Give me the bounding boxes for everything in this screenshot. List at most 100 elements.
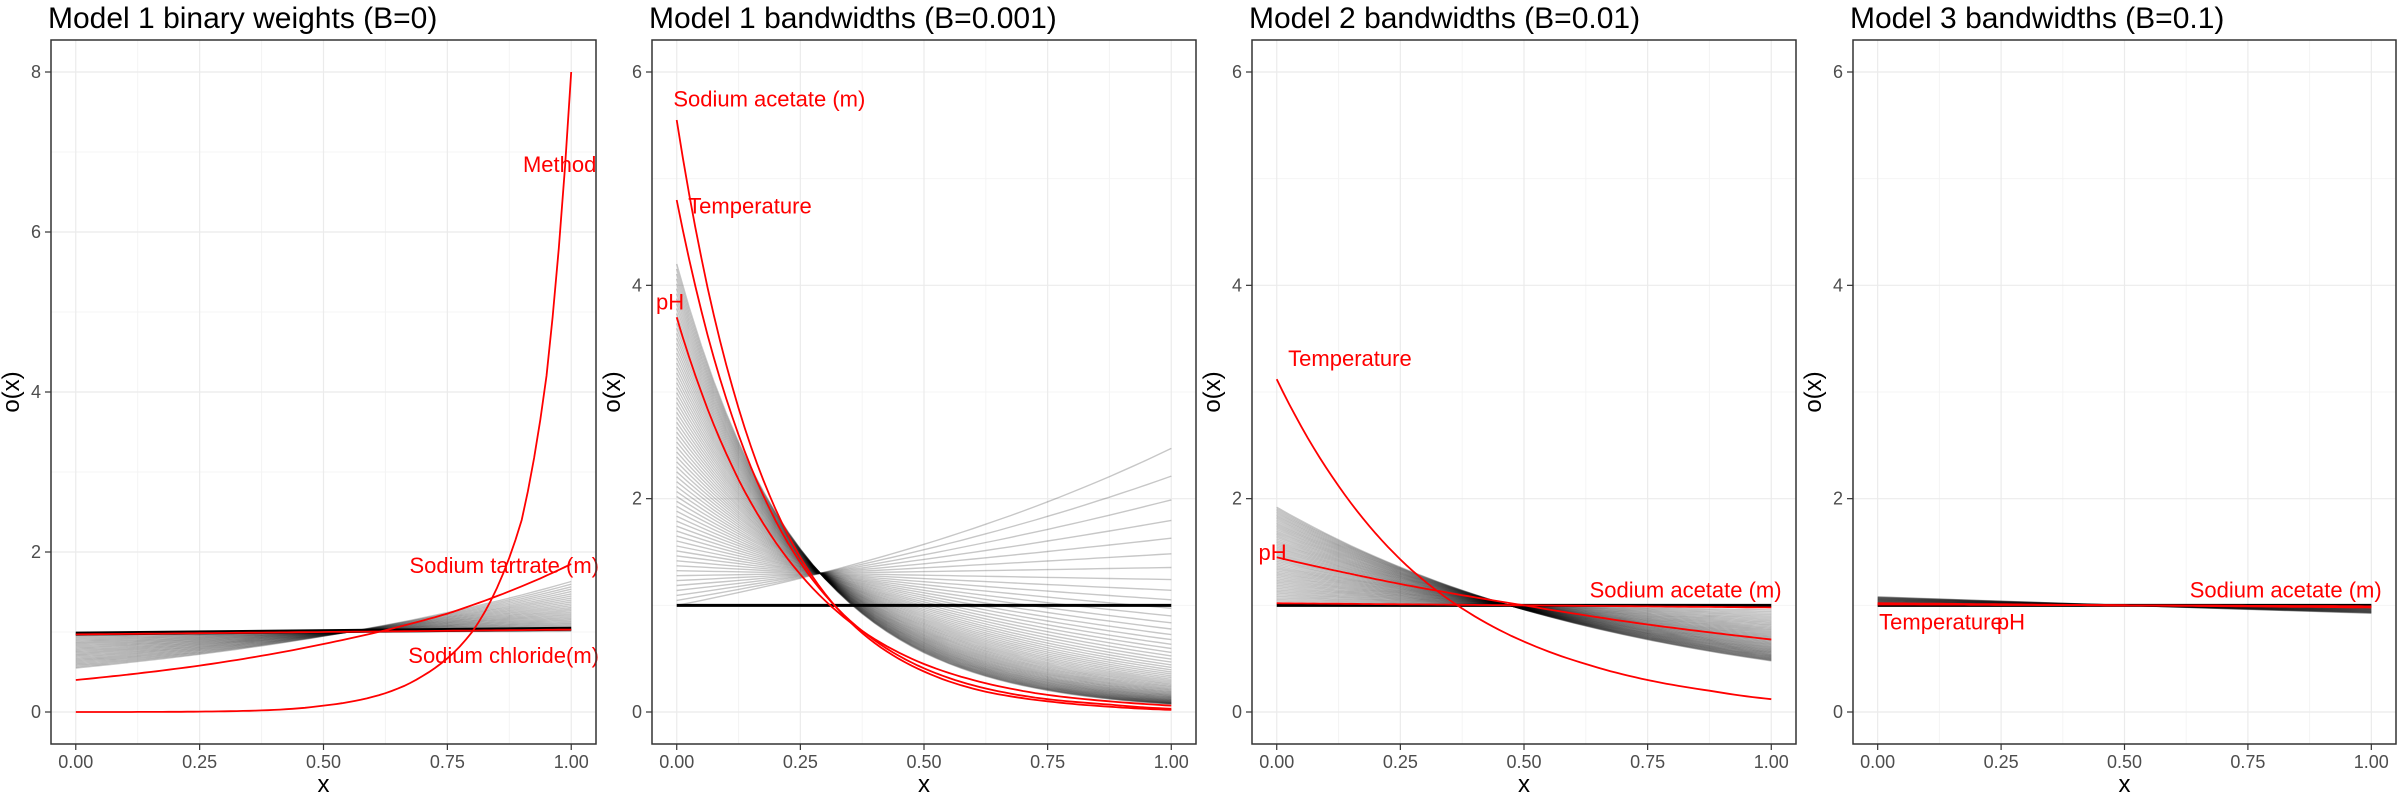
- y-tick-label: 0: [632, 702, 642, 722]
- annotation-label: Temperature: [1288, 346, 1412, 371]
- y-tick-label: 6: [1833, 62, 1843, 82]
- background-series-line: [75, 606, 572, 656]
- x-tick-label: 0.25: [1383, 752, 1418, 772]
- background-series-line: [1276, 551, 1772, 646]
- background-series-line: [676, 362, 1172, 699]
- background-series-line: [75, 611, 572, 652]
- background-series-line: [676, 392, 1172, 695]
- background-series-line: [676, 303, 1172, 703]
- background-series-line: [676, 382, 1172, 696]
- background-series-line: [676, 566, 1172, 577]
- background-series-line: [1276, 557, 1772, 643]
- background-series-line: [75, 597, 572, 661]
- highlight-series-line: [1276, 602, 1772, 609]
- highlight-series-line: [675, 199, 1172, 710]
- x-tick-label: 0.50: [1506, 752, 1541, 772]
- x-tick-label: 0.00: [659, 752, 694, 772]
- highlight-series-line: [1275, 378, 1772, 701]
- background-series-line: [676, 476, 1172, 675]
- background-series-line: [676, 535, 1172, 636]
- background-series-line: [1276, 559, 1772, 642]
- background-series-line: [75, 613, 572, 651]
- x-tick-label: 0.00: [1860, 752, 1895, 772]
- annotation-label: Method: [523, 152, 596, 177]
- x-tick-label: 0.00: [1259, 752, 1294, 772]
- background-series-line: [676, 323, 1172, 702]
- background-series-line: [1276, 530, 1772, 654]
- background-series-line: [1276, 509, 1772, 661]
- x-axis-title: x: [918, 771, 930, 798]
- background-series-line: [1276, 522, 1772, 657]
- background-series-line: [676, 555, 1172, 609]
- background-series-line: [1276, 539, 1772, 651]
- background-series-line: [676, 357, 1172, 699]
- background-series-line: [1276, 549, 1772, 646]
- background-series-line: [1276, 512, 1772, 660]
- background-series-line: [1276, 536, 1772, 652]
- background-series-line: [1276, 525, 1772, 656]
- background-series-line: [75, 593, 572, 663]
- background-series-line: [676, 288, 1172, 704]
- x-axis-title: x: [2119, 771, 2131, 798]
- background-series-line: [1276, 533, 1772, 653]
- background-series-line: [75, 608, 572, 654]
- background-series-line: [676, 263, 1172, 705]
- background-series-line: [1276, 517, 1772, 659]
- background-series-line: [1276, 516, 1772, 659]
- background-series-line: [1276, 546, 1772, 648]
- background-series-line: [676, 387, 1172, 696]
- x-axis-title: x: [1518, 771, 1530, 798]
- background-series-line: [676, 500, 1172, 663]
- x-tick-label: 0.25: [1984, 752, 2019, 772]
- x-tick-label: 0.50: [2107, 752, 2142, 772]
- background-series-line: [75, 599, 572, 660]
- y-axis-title: o(x): [599, 371, 626, 412]
- background-series-line: [676, 570, 1172, 581]
- x-tick-label: 0.25: [783, 752, 818, 772]
- background-series-line: [676, 471, 1172, 677]
- background-series-line: [676, 308, 1172, 703]
- background-series-line: [676, 475, 1172, 602]
- background-series-line: [1276, 571, 1772, 634]
- background-series-line: [1276, 541, 1772, 650]
- annotation-label: Temperature: [1879, 609, 2003, 634]
- background-series-line: [676, 519, 1172, 592]
- background-series-line: [1276, 574, 1772, 632]
- background-series-line: [676, 342, 1172, 701]
- background-series-line: [676, 540, 1172, 630]
- background-series-line: [676, 499, 1172, 597]
- background-series-line: [676, 495, 1172, 666]
- background-series-line: [676, 337, 1172, 701]
- background-series-line: [75, 601, 572, 659]
- background-series-line: [676, 367, 1172, 698]
- annotation-label: pH: [656, 289, 684, 314]
- background-series-line: [676, 560, 1172, 601]
- panel-title: Model 1 binary weights (B=0): [48, 2, 437, 35]
- y-axis-title: o(x): [1199, 371, 1226, 412]
- x-axis-title: x: [318, 771, 330, 798]
- annotation-label: Sodium chloride(m): [408, 643, 599, 668]
- background-series-line: [676, 421, 1172, 690]
- background-series-line: [676, 545, 1172, 624]
- background-series-line: [676, 352, 1172, 700]
- x-tick-label: 1.00: [1154, 752, 1189, 772]
- background-series-line: [1276, 532, 1772, 654]
- background-series-line: [676, 447, 1172, 606]
- annotation-label: Temperature: [688, 193, 812, 218]
- panel-title: Model 2 bandwidths (B=0.01): [1249, 2, 1640, 35]
- background-series-line: [676, 431, 1172, 688]
- y-tick-label: 2: [31, 542, 41, 562]
- background-series-line: [676, 537, 1172, 587]
- x-tick-label: 0.75: [1630, 752, 1665, 772]
- background-series-line: [676, 298, 1172, 704]
- annotation-label: Sodium tartrate (m): [410, 553, 600, 578]
- y-tick-label: 2: [1833, 489, 1843, 509]
- background-series-line: [676, 412, 1172, 692]
- background-series-line: [1276, 547, 1772, 647]
- x-tick-label: 1.00: [2354, 752, 2389, 772]
- background-series-line: [676, 328, 1172, 702]
- background-series-line: [1276, 568, 1772, 636]
- background-series-line: [75, 588, 572, 666]
- background-series-line: [1276, 508, 1772, 662]
- background-series-line: [1276, 543, 1772, 649]
